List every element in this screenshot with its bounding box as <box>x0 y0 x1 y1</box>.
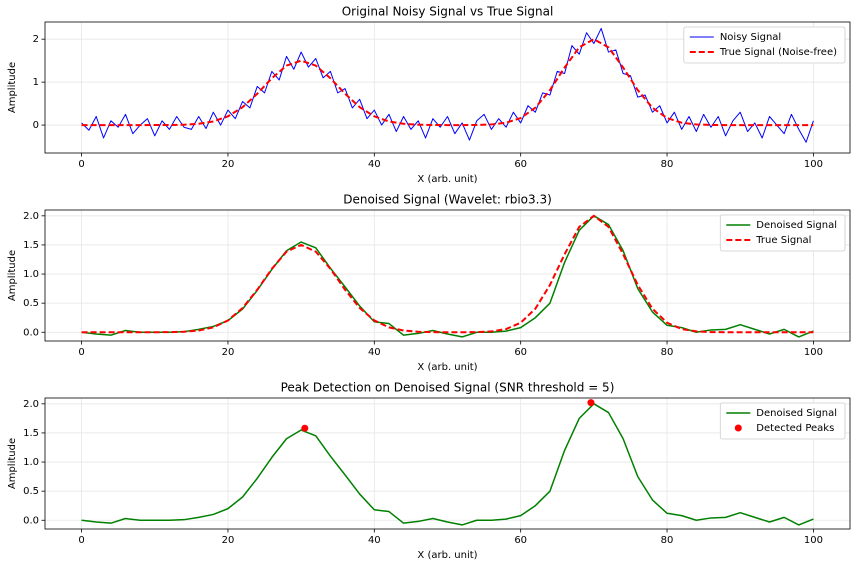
legend-label: Denoised Signal <box>756 408 837 419</box>
x-tick-label: 20 <box>222 535 235 546</box>
legend: Noisy Signal True Signal (Noise-free) <box>683 26 846 64</box>
subplot: Peak Detection on Denoised Signal (SNR t… <box>7 381 851 561</box>
y-tick-label: 0.0 <box>23 515 39 526</box>
line-series <box>81 215 814 338</box>
x-tick-label: 20 <box>222 159 235 170</box>
y-axis-label: Amplitude <box>7 250 18 301</box>
x-tick-label: 60 <box>514 347 527 358</box>
line-series <box>81 38 814 127</box>
x-tick-label: 60 <box>514 535 527 546</box>
y-tick-label: 0.5 <box>23 298 39 309</box>
y-axis-label: Amplitude <box>7 62 18 113</box>
subplot: Original Noisy Signal vs True Signal X (a… <box>7 5 851 185</box>
y-tick-label: 0 <box>33 120 39 131</box>
x-axis-label: X (arb. unit) <box>417 174 477 185</box>
x-tick-label: 40 <box>368 535 381 546</box>
plot-area <box>81 399 814 526</box>
subplot: Denoised Signal (Wavelet: rbio3.3) X (arb… <box>7 193 851 373</box>
legend-label: Detected Peaks <box>756 423 834 434</box>
x-tick-label: 40 <box>368 159 381 170</box>
plot-area <box>81 214 814 338</box>
legend-box <box>719 214 846 252</box>
peak-marker <box>301 424 309 432</box>
y-axis-label: Amplitude <box>7 438 18 489</box>
x-axis-label: X (arb. unit) <box>417 550 477 561</box>
legend: Denoised Signal True Signal <box>719 214 846 252</box>
y-tick-label: 1.0 <box>23 269 39 280</box>
x-tick-label: 100 <box>804 535 823 546</box>
y-tick-label: 2.0 <box>23 399 39 410</box>
x-tick-label: 80 <box>661 347 674 358</box>
legend: Denoised Signal Detected Peaks <box>719 402 846 440</box>
plot-area <box>81 27 814 143</box>
legend-label: Noisy Signal <box>720 32 781 43</box>
x-tick-label: 40 <box>368 347 381 358</box>
x-tick-label: 60 <box>514 159 527 170</box>
x-tick-label: 0 <box>78 535 84 546</box>
y-tick-label: 1.5 <box>23 240 39 251</box>
chart-title: Original Noisy Signal vs True Signal <box>342 5 554 19</box>
y-tick-label: 0.5 <box>23 486 39 497</box>
legend-box <box>683 26 846 64</box>
x-tick-label: 0 <box>78 159 84 170</box>
x-tick-label: 100 <box>804 347 823 358</box>
axes-frame <box>44 209 851 342</box>
x-axis-label: X (arb. unit) <box>417 362 477 373</box>
y-tick-label: 2.0 <box>23 211 39 222</box>
y-tick-label: 0.0 <box>23 327 39 338</box>
chart-title: Peak Detection on Denoised Signal (SNR t… <box>281 381 615 395</box>
y-tick-label: 1 <box>33 77 39 88</box>
legend-label: Denoised Signal <box>756 220 837 231</box>
x-tick-label: 20 <box>222 347 235 358</box>
legend-label: True Signal <box>755 235 811 246</box>
legend-label: True Signal (Noise-free) <box>719 47 837 58</box>
legend-box <box>719 402 846 440</box>
legend-marker <box>734 424 742 432</box>
y-tick-label: 1.5 <box>23 428 39 439</box>
x-tick-label: 100 <box>804 159 823 170</box>
y-tick-label: 2 <box>33 34 39 45</box>
line-series <box>81 27 814 143</box>
x-tick-label: 80 <box>661 535 674 546</box>
line-series <box>81 403 814 526</box>
axes-frame <box>44 397 851 530</box>
chart-title: Denoised Signal (Wavelet: rbio3.3) <box>343 193 552 207</box>
x-tick-label: 0 <box>78 347 84 358</box>
x-tick-label: 80 <box>661 159 674 170</box>
line-series <box>81 214 814 334</box>
peak-marker <box>587 399 595 407</box>
y-tick-label: 1.0 <box>23 457 39 468</box>
axes-frame <box>44 21 851 154</box>
